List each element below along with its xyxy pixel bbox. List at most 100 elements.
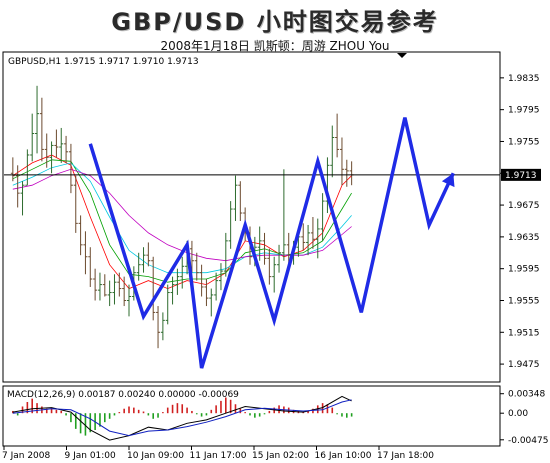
ohlc-bar [59, 127, 64, 163]
ohlc-bar [160, 312, 165, 341]
ohlc-bar [180, 256, 185, 289]
price-tick-label: 1.9595 [508, 265, 540, 275]
ohlc-bar [204, 279, 209, 307]
macd-marks [12, 395, 353, 441]
ohlc-bar [257, 226, 262, 261]
macd-line [12, 395, 352, 441]
chart-title: GBP/USD 小时图交易参考 [111, 8, 439, 36]
time-tick-label: 10 Jan 09:00 [127, 451, 184, 461]
ohlc-bar [141, 247, 146, 273]
ohlc-bar [127, 284, 131, 317]
ohlc-bar [315, 218, 320, 259]
ohlc-bar [272, 256, 277, 293]
time-axis: 7 Jan 2008 9 Jan 01:00 10 Jan 09:00 11 Jan … [2, 446, 434, 461]
ohlc-bar [223, 232, 228, 277]
ohlc-bar [97, 272, 102, 301]
price-tick-label: 1.9515 [508, 328, 540, 338]
time-tick-label: 16 Jan 10:00 [315, 451, 372, 461]
ohlc-bar [339, 137, 344, 186]
ohlc-bar [102, 274, 107, 297]
ohlc-bar [165, 284, 170, 325]
ohlc-bar [88, 247, 93, 287]
ohlc-bar [175, 268, 180, 295]
current-price-label: 1.9713 [505, 171, 537, 181]
time-tick-label: 17 Jan 18:00 [377, 451, 434, 461]
ohlc-bar [214, 272, 219, 301]
ohlc-bar [146, 242, 151, 267]
ohlc-bar [54, 129, 59, 158]
ohlc-bar [228, 201, 233, 249]
ohlc-bar [25, 149, 30, 186]
price-tick-label: 1.9755 [508, 137, 540, 147]
time-tick-label: 9 Jan 01:00 [65, 451, 117, 461]
ohlc-bar [194, 252, 199, 281]
ohlc-bar [83, 231, 88, 275]
ohlc-bar [93, 268, 98, 301]
current-price-tag [501, 168, 541, 181]
ohlc-bar [39, 97, 44, 162]
time-tick-label: 15 Jan 02:00 [252, 451, 309, 461]
ohlc-bar [233, 175, 238, 221]
ohlc-bar [170, 276, 175, 305]
price-info-label: GBPUSD,H1 1.9715 1.9717 1.9710 1.9713 [8, 57, 199, 67]
ohlc-bar [344, 159, 349, 187]
ohlc-bar [122, 276, 127, 307]
ohlc-bar [277, 244, 282, 273]
ohlc-bar [64, 135, 69, 163]
ohlc-bar [238, 181, 243, 221]
macd-info-label: MACD(12,26,9) 0.00187 0.00240 0.00000 -0… [7, 390, 239, 400]
ohlc-bar [107, 280, 112, 307]
time-tick-label: 11 Jan 17:00 [190, 451, 247, 461]
ohlc-bar [78, 215, 83, 256]
chart-shift-marker-icon [397, 53, 407, 58]
price-panel [2, 51, 501, 383]
ohlc-bar [325, 157, 330, 214]
chart-subtitle: 2008年1月18日 凯斯顿：周游 ZHOU You [160, 39, 390, 53]
ohlc-bar [301, 223, 306, 251]
ohlc-bar [306, 224, 311, 256]
zigzag-forecast-line [88, 117, 455, 369]
ohlc-bar [267, 248, 272, 285]
macd-tick-label: -0.00475 [508, 436, 548, 446]
chart-header: GBP/USD 小时图交易参考 2008年1月18日 凯斯顿：周游 ZHOU Y… [0, 0, 550, 53]
ohlc-bar [320, 193, 325, 241]
macd-signal-line [12, 399, 352, 437]
ohlc-bar [199, 264, 204, 297]
price-marks [4, 85, 500, 369]
ohlc-bar [49, 141, 54, 174]
ohlc-bar [10, 157, 15, 182]
ohlc-bar [112, 274, 117, 305]
ohlc-bar [136, 252, 141, 281]
ohlc-bar [30, 113, 35, 162]
macd-tick-label: 0.00348 [508, 390, 545, 400]
ohlc-bar [73, 175, 78, 233]
price-axis: 1.9835 1.9795 1.9755 1.9675 1.9635 1.9595 1.95… [500, 74, 541, 370]
ohlc-bar [330, 125, 335, 178]
price-tick-label: 1.9475 [508, 360, 540, 370]
ohlc-bar [68, 143, 73, 194]
price-tick-label: 1.9635 [508, 233, 540, 243]
ohlc-bar [218, 263, 223, 291]
zigzag-arrow-head-icon [441, 173, 455, 188]
ohlc-bar [189, 240, 194, 273]
time-tick-label: 7 Jan 2008 [2, 451, 50, 461]
ohlc-bar [335, 113, 340, 158]
ohlc-bar [310, 217, 315, 249]
ohlc-bar [151, 256, 156, 321]
ohlc-bar [209, 288, 214, 317]
ohlc-bar [281, 169, 286, 261]
ohlc-bar [262, 232, 267, 265]
macd-axis: 0.00348 0.00 -0.00475 [500, 390, 548, 446]
ohlc-bar [35, 85, 40, 154]
ohlc-bar [20, 181, 25, 216]
price-panel-frame [2, 51, 501, 383]
ohlc-bar [44, 133, 49, 168]
ohlc-bar [156, 306, 161, 349]
price-tick-label: 1.9555 [508, 296, 540, 306]
ohlc-bar [117, 272, 122, 297]
price-tick-label: 1.9835 [508, 74, 540, 84]
macd-tick-label: 0.00 [508, 409, 528, 419]
ohlc-bar [15, 165, 20, 208]
price-tick-label: 1.9795 [508, 106, 540, 116]
